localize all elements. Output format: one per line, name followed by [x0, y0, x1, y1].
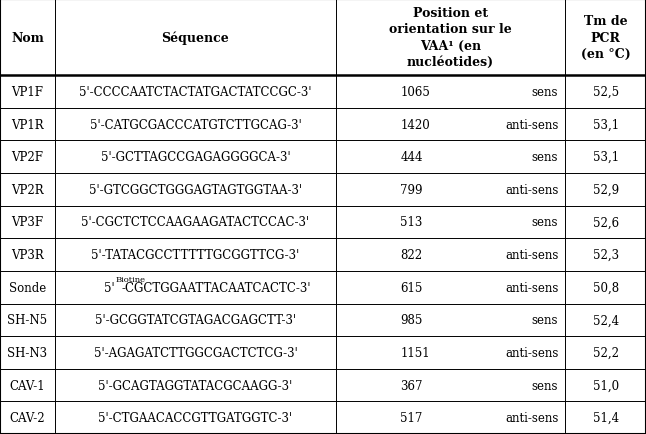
Text: CAV-1: CAV-1 [10, 379, 45, 391]
Text: Position et
orientation sur le
VAA¹ (en
nucléotides): Position et orientation sur le VAA¹ (en … [389, 7, 512, 69]
Text: 5'-GCAGTAGGTATACGCAAGG-3': 5'-GCAGTAGGTATACGCAAGG-3' [98, 379, 293, 391]
Text: 5'-GCGGTATCGTAGACGAGCTT-3': 5'-GCGGTATCGTAGACGAGCTT-3' [95, 314, 296, 326]
Text: 5'-CGCTCTCCAAGAAGATACTCCAC-3': 5'-CGCTCTCCAAGAAGATACTCCAC-3' [81, 216, 309, 229]
Text: 50,8: 50,8 [592, 281, 619, 294]
Text: 444: 444 [400, 151, 422, 164]
Text: Séquence: Séquence [162, 31, 229, 45]
Text: Nom: Nom [11, 32, 44, 44]
Text: VP2R: VP2R [11, 184, 44, 196]
Text: sens: sens [532, 151, 558, 164]
Text: anti-sens: anti-sens [505, 184, 558, 196]
Text: 615: 615 [400, 281, 422, 294]
Text: 5'-CATGCGACCCATGTCTTGCAG-3': 5'-CATGCGACCCATGTCTTGCAG-3' [90, 118, 301, 131]
Text: 1420: 1420 [400, 118, 430, 131]
Text: 52,3: 52,3 [592, 249, 619, 261]
Text: 5'-AGAGATCTTGGCGACTCTCG-3': 5'-AGAGATCTTGGCGACTCTCG-3' [94, 346, 297, 359]
Text: SH-N3: SH-N3 [7, 346, 48, 359]
Text: 513: 513 [400, 216, 422, 229]
Text: 1151: 1151 [400, 346, 430, 359]
Text: 5'-GTCGGCTGGGAGTAGTGGTAA-3': 5'-GTCGGCTGGGAGTAGTGGTAA-3' [89, 184, 302, 196]
Text: 517: 517 [400, 411, 422, 424]
Text: Tm de
PCR
(en °C): Tm de PCR (en °C) [581, 15, 630, 61]
Text: SH-N5: SH-N5 [7, 314, 48, 326]
Text: Biotine: Biotine [115, 276, 145, 283]
Text: anti-sens: anti-sens [505, 281, 558, 294]
Text: anti-sens: anti-sens [505, 346, 558, 359]
Text: 5'-CTGAACACCGTTGATGGTC-3': 5'-CTGAACACCGTTGATGGTC-3' [98, 411, 293, 424]
Text: anti-sens: anti-sens [505, 249, 558, 261]
Text: anti-sens: anti-sens [505, 118, 558, 131]
Text: 52,2: 52,2 [592, 346, 619, 359]
Text: 52,5: 52,5 [592, 86, 619, 99]
Text: 52,4: 52,4 [592, 314, 619, 326]
Text: sens: sens [532, 379, 558, 391]
Text: 51,4: 51,4 [592, 411, 619, 424]
Text: 799: 799 [400, 184, 422, 196]
Text: sens: sens [532, 314, 558, 326]
Text: Sonde: Sonde [9, 281, 46, 294]
Text: 53,1: 53,1 [592, 118, 619, 131]
Text: 985: 985 [400, 314, 422, 326]
Text: VP3R: VP3R [11, 249, 44, 261]
Text: sens: sens [532, 86, 558, 99]
Text: 367: 367 [400, 379, 422, 391]
Text: anti-sens: anti-sens [505, 411, 558, 424]
Text: 52,6: 52,6 [592, 216, 619, 229]
Text: VP1F: VP1F [12, 86, 43, 99]
Text: 5': 5' [104, 281, 115, 294]
Text: 5'-GCTTAGCCGAGAGGGGCA-3': 5'-GCTTAGCCGAGAGGGGCA-3' [101, 151, 290, 164]
Text: VP1R: VP1R [11, 118, 44, 131]
Text: CAV-2: CAV-2 [10, 411, 45, 424]
Text: 53,1: 53,1 [592, 151, 619, 164]
Text: 52,9: 52,9 [592, 184, 619, 196]
Text: sens: sens [532, 216, 558, 229]
Text: VP2F: VP2F [12, 151, 43, 164]
Text: 51,0: 51,0 [592, 379, 619, 391]
Text: VP3F: VP3F [12, 216, 43, 229]
Text: 5'-CCCCAATCTACTATGACTATCCGC-3': 5'-CCCCAATCTACTATGACTATCCGC-3' [79, 86, 311, 99]
Text: 1065: 1065 [400, 86, 430, 99]
Text: -CGCTGGAATTACAATCACTC-3': -CGCTGGAATTACAATCACTC-3' [121, 281, 311, 294]
Text: 5'-TATACGCCTTTTTGCGGTTCG-3': 5'-TATACGCCTTTTTGCGGTTCG-3' [91, 249, 300, 261]
Text: 822: 822 [400, 249, 422, 261]
